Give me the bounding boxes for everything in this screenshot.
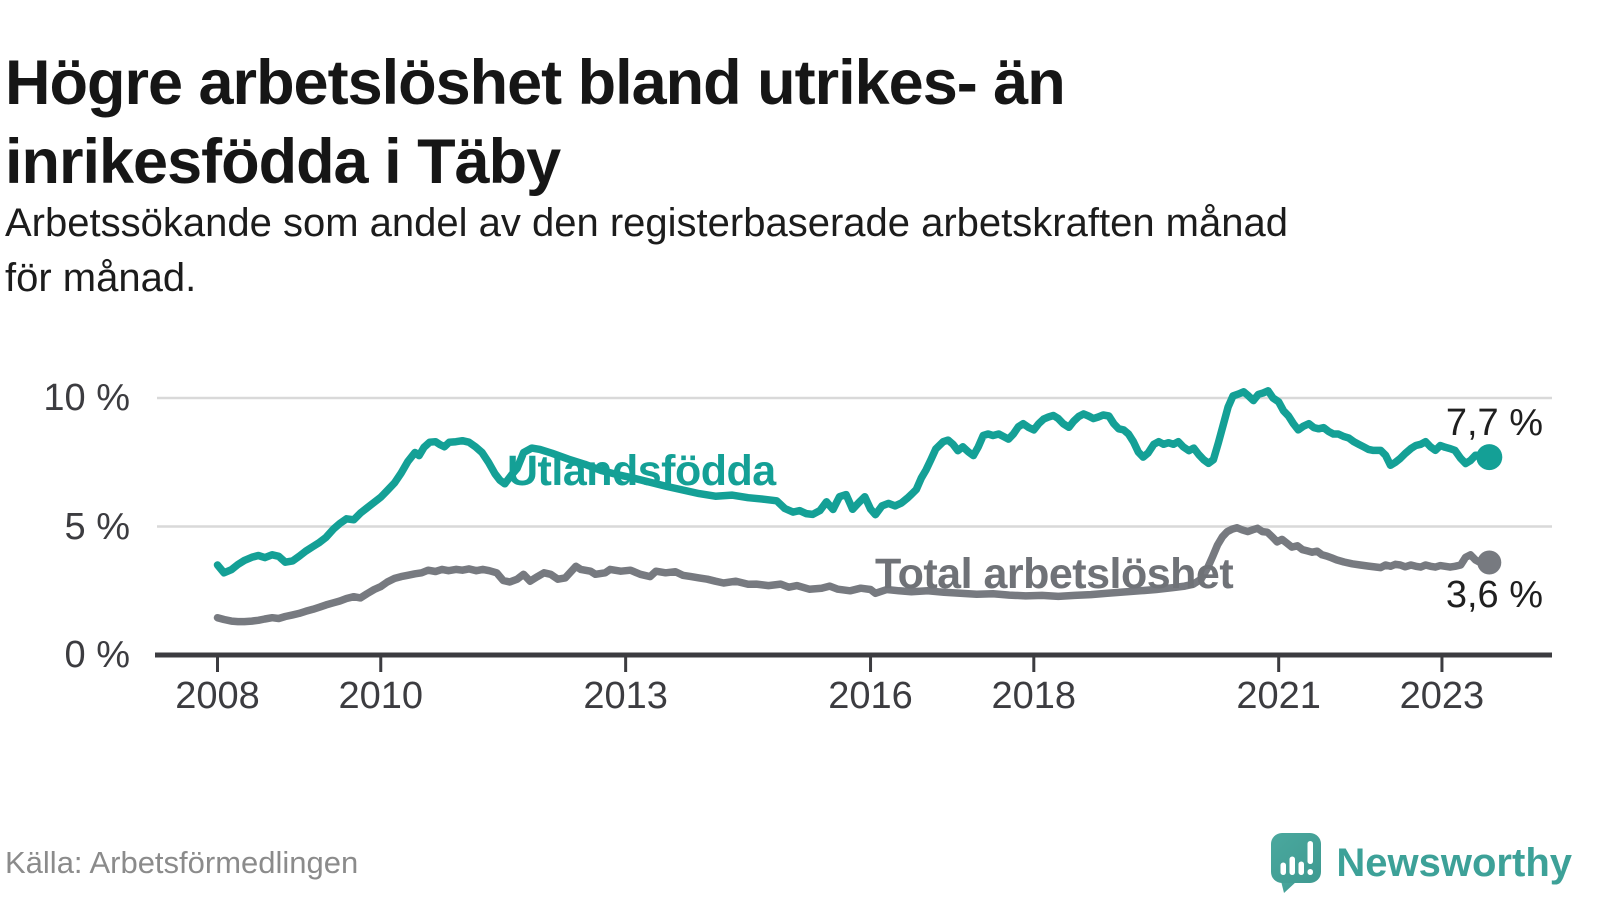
x-tick-label-2010: 2010: [338, 675, 424, 717]
series-line-total-arbetsloshet: [213, 524, 1494, 626]
y-tick-label-0: 0 %: [64, 634, 130, 676]
series-label-utlandsfodda: Utlandsfödda: [507, 447, 776, 495]
series-line-utlandsfodda: [213, 387, 1494, 577]
source-note: Källa: Arbetsförmedlingen: [5, 845, 359, 880]
brand-name: Newsworthy: [1336, 841, 1572, 885]
gridlines: [157, 396, 1552, 528]
page-title-line2: inrikesfödda i Täby: [5, 127, 561, 198]
series-label-total-arbetsloshet: Total arbetslöshet: [875, 550, 1234, 598]
page-subtitle-line1: Arbetssökande som andel av den registerb…: [5, 201, 1288, 245]
x-tick-label-2021: 2021: [1236, 675, 1321, 717]
x-tick-label-2018: 2018: [991, 675, 1077, 717]
x-tick-label-2016: 2016: [828, 675, 913, 717]
page-subtitle: Arbetssökande som andel av den registerb…: [5, 196, 1565, 306]
page-subtitle-line2: för månad.: [5, 256, 197, 300]
x-tick-label-2013: 2013: [583, 675, 668, 717]
x-tick-label-2023: 2023: [1399, 675, 1485, 717]
y-tick-label-5: 5 %: [64, 505, 130, 548]
y-tick-label-10: 10 %: [43, 377, 130, 419]
brand-logo: Newsworthy: [1270, 832, 1572, 894]
newsworthy-bubble-chart-icon: [1271, 833, 1322, 893]
page-title: Högre arbetslöshet bland utrikes- än inri…: [5, 44, 1565, 202]
end-dot-total-arbetsloshet: [1477, 550, 1502, 575]
x-axis-tick-marks: [216, 657, 1444, 672]
page-title-line1: Högre arbetslöshet bland utrikes- än: [5, 48, 1066, 119]
x-axis: [155, 652, 1552, 672]
x-tick-label-2008: 2008: [175, 675, 260, 717]
end-dot-utlandsfodda: [1476, 444, 1503, 471]
end-value-label-total-arbetsloshet: 3,6 %: [1445, 574, 1543, 616]
end-value-label-utlandsfodda: 7,7 %: [1445, 402, 1543, 444]
